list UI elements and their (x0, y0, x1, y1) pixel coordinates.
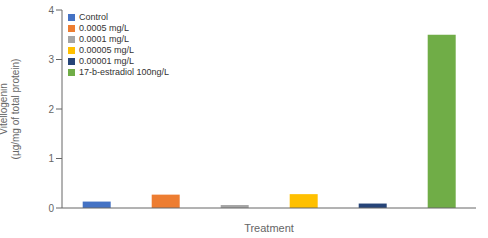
html-text:0.00001 mg/L: 0.00001 mg/L (79, 56, 134, 66)
svg-text:Vitellogenin(µg/mg of total pr: Vitellogenin(µg/mg of total protein) (8, 59, 21, 160)
html-text:17-b-estradiol 100ng/L: 17-b-estradiol 100ng/L (79, 67, 170, 77)
svg-text:0: 0 (48, 203, 54, 214)
svg-text:4: 4 (48, 5, 54, 16)
html-text:0.0001 mg/L: 0.0001 mg/L (79, 34, 129, 44)
html-text:Control: Control (79, 12, 108, 22)
svg-text:1: 1 (48, 153, 54, 164)
svg-text:2: 2 (48, 104, 54, 115)
svg-text:Treatment: Treatment (244, 222, 294, 234)
html-text:0.0005 mg/L: 0.0005 mg/L (79, 23, 129, 33)
svg-text:3: 3 (48, 54, 54, 65)
html-text:0.00005 mg/L: 0.00005 mg/L (79, 45, 134, 55)
